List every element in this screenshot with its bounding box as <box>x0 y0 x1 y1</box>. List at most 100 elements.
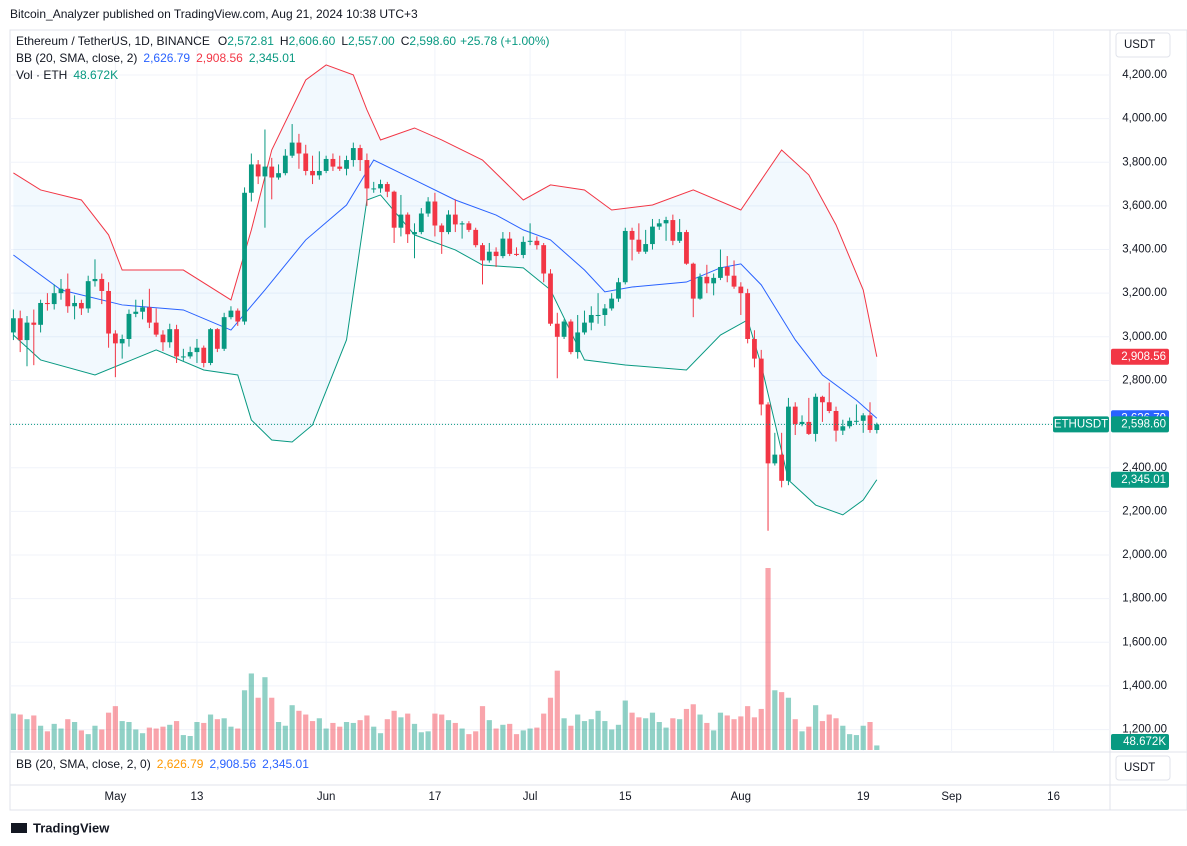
volume-bar <box>323 728 329 750</box>
x-tick-label: 17 <box>429 791 442 803</box>
y-tick-label: 1,600.00 <box>1122 636 1167 648</box>
y-tick-label: 3,800.00 <box>1122 156 1167 168</box>
y-tick-label: 1,800.00 <box>1122 593 1167 605</box>
currency[interactable]: USDT <box>1124 762 1155 774</box>
price-badge-bg <box>1111 416 1169 433</box>
volume-bar <box>241 690 248 750</box>
bb-basis: 2,626.79 <box>157 757 204 771</box>
volume-bar <box>554 670 560 750</box>
candle-body <box>126 313 132 339</box>
candle-body <box>296 142 302 154</box>
candle-body <box>582 322 587 333</box>
candle-body <box>684 232 689 264</box>
y-tick-label: 1,400.00 <box>1122 680 1167 692</box>
candle-body <box>85 281 91 309</box>
candle-body <box>344 160 349 169</box>
candle-body <box>106 290 111 334</box>
candle-body <box>446 214 451 233</box>
volume-bar <box>296 710 302 750</box>
volume-bar <box>466 734 472 750</box>
candle-body <box>112 333 118 344</box>
candle-body <box>854 420 859 422</box>
bb-upper: 2,908.56 <box>196 51 243 65</box>
candle-body <box>357 148 363 161</box>
candle-body <box>643 244 649 252</box>
candle-body <box>38 302 43 325</box>
candle-body <box>813 396 819 434</box>
volume-bar <box>799 731 805 750</box>
volume-bar <box>432 713 438 750</box>
volume-bar <box>133 729 139 750</box>
volume-bar <box>153 728 159 750</box>
candle-body <box>269 166 275 178</box>
candle-body <box>323 158 329 171</box>
candle-body <box>432 201 438 226</box>
volume-bar <box>711 730 717 750</box>
candle-body <box>255 164 261 177</box>
badges: 2,908.562,626.792,598.602,345.01ETHUSDT4… <box>1053 348 1169 750</box>
candle-body <box>310 170 315 176</box>
candle-body <box>160 334 166 343</box>
volume-bar <box>309 721 316 750</box>
candle-body <box>711 277 717 284</box>
volume-bar <box>105 712 112 750</box>
candle-body <box>500 238 506 257</box>
volume-bar <box>853 735 860 750</box>
volume-bar <box>24 719 30 750</box>
currency[interactable]: USDT <box>1124 39 1155 51</box>
y-tick-label: 2,000.00 <box>1122 549 1167 561</box>
volume-bar <box>738 716 744 750</box>
candle-body <box>656 223 662 227</box>
symbol: Ethereum / TetherUS, 1D, BINANCE <box>16 34 210 48</box>
candle-body <box>174 329 179 357</box>
candle-body <box>588 314 594 323</box>
x-tick-label: 19 <box>857 791 870 803</box>
candle-body <box>745 293 751 339</box>
candle-body <box>201 347 207 363</box>
candle-body <box>65 288 71 307</box>
candle-body <box>235 310 241 322</box>
ohlc-value: 2,572.81 <box>227 34 274 48</box>
candle-body <box>282 155 288 174</box>
candle-body <box>779 454 785 481</box>
candle-body <box>133 311 139 314</box>
volume-bar <box>697 714 703 750</box>
volume-bar <box>547 697 554 750</box>
volume-bar <box>534 727 540 750</box>
candle-body <box>330 158 336 167</box>
candle-body <box>99 278 105 291</box>
candle-body <box>847 420 853 427</box>
band-line <box>13 64 878 357</box>
currency-button[interactable] <box>1115 32 1171 58</box>
volume-bar <box>581 721 588 750</box>
candle-body <box>561 321 567 337</box>
ohlc-value: 2,557.00 <box>348 34 395 48</box>
candle-body <box>650 226 655 245</box>
candle-body <box>10 318 16 333</box>
volume-badge-bg <box>1111 734 1169 750</box>
candle-body <box>228 310 234 318</box>
candle-body <box>758 358 764 405</box>
volume-bar <box>160 726 166 750</box>
volume-bar <box>99 729 105 750</box>
candle-body <box>378 184 383 189</box>
candle-body <box>221 317 227 349</box>
candle-body <box>153 322 159 335</box>
candle-body <box>677 232 683 241</box>
volume-bar <box>126 722 132 750</box>
volume-bar <box>663 727 669 750</box>
volume-bar <box>357 720 363 750</box>
candle-body <box>146 307 152 323</box>
bb-lower-badge: 2,345.01 <box>1121 474 1166 486</box>
candle-body <box>833 410 839 431</box>
candle-body <box>616 282 621 299</box>
axes: 1,200.00 1,400.00 1,600.00 1,800.00 2,000.00… <box>105 69 1167 803</box>
x-tick-label: Aug <box>731 791 751 803</box>
candle-body <box>140 307 145 312</box>
candle-body <box>371 188 377 190</box>
candle-body <box>860 415 866 421</box>
volume-bar <box>112 706 118 750</box>
candle-body <box>51 293 57 305</box>
currency-button[interactable] <box>1115 755 1171 781</box>
volume-bar <box>527 728 533 750</box>
